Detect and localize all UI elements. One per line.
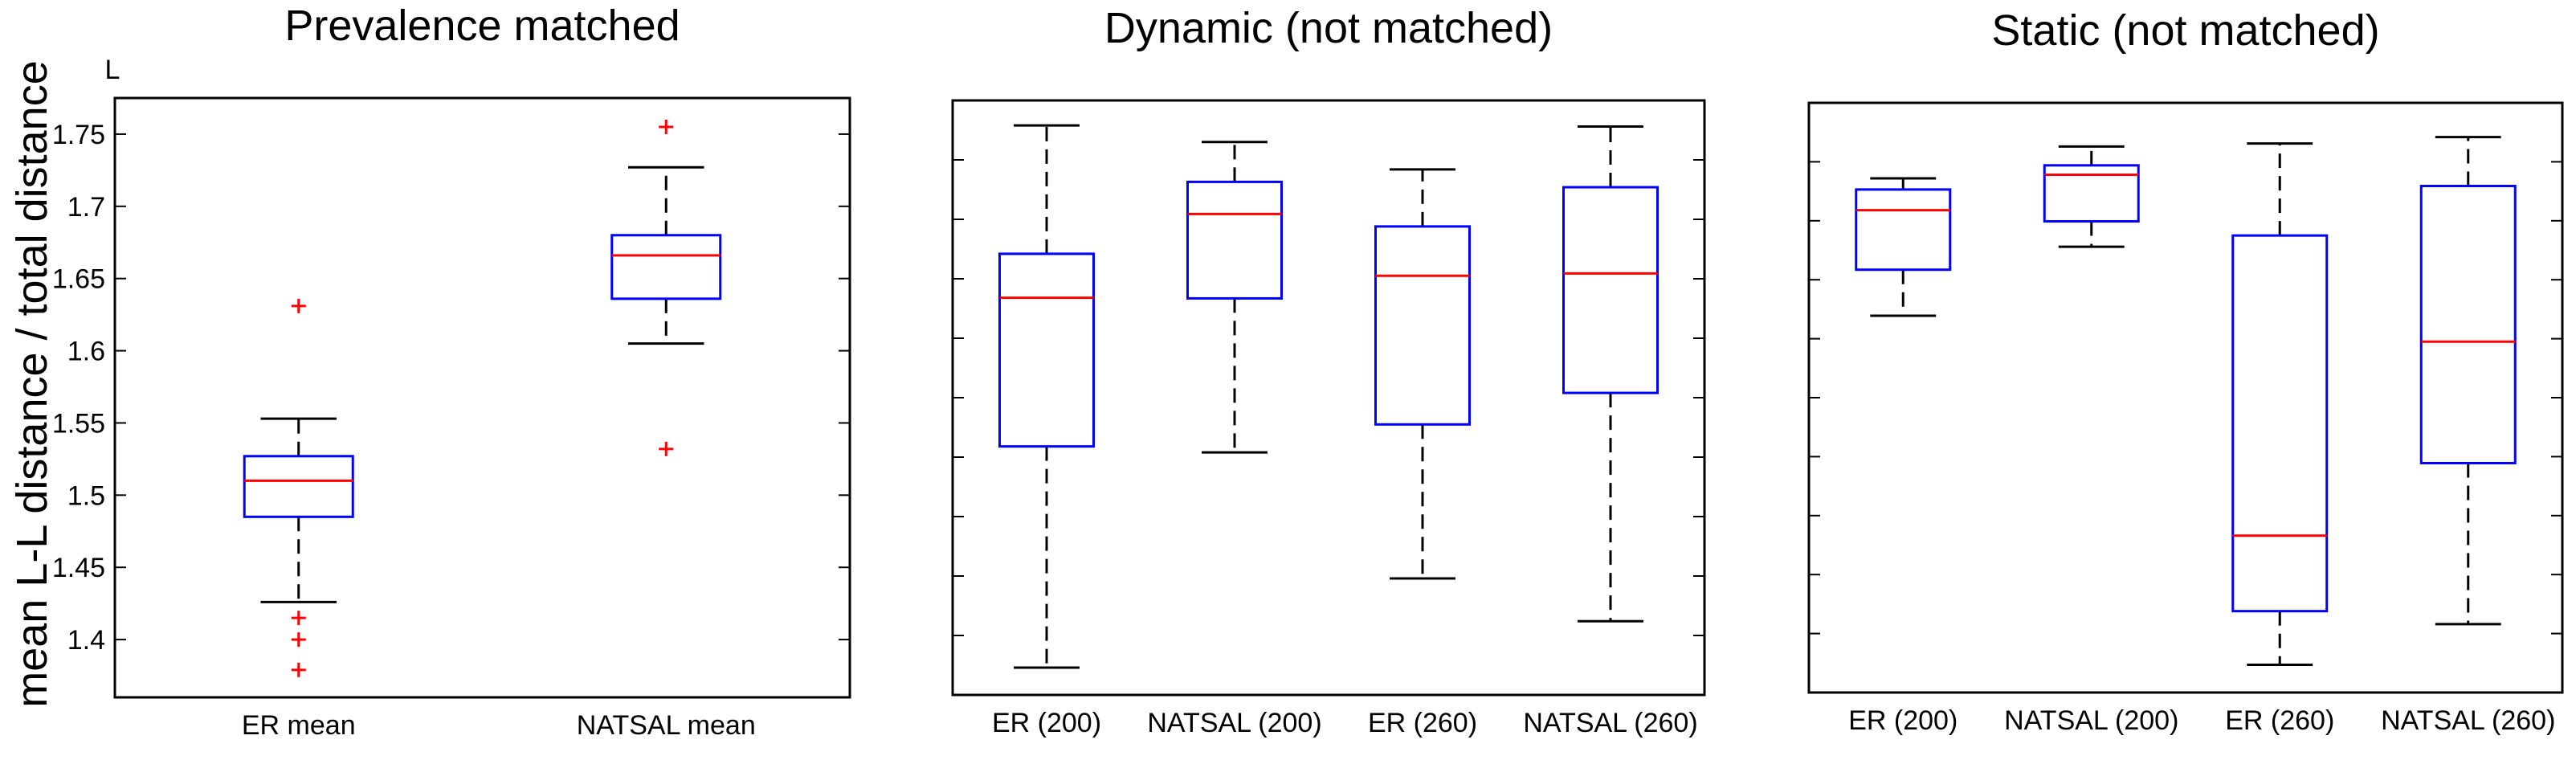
panel-2: Dynamic (not matched) ER (200) NATSAL (200… [951, 4, 1706, 738]
iqr-box [243, 455, 354, 518]
x-category-label: ER (260) [2225, 705, 2334, 736]
box-er-260- [2231, 142, 2329, 667]
x-category-label: NATSAL (260) [1523, 708, 1697, 738]
x-category-label: NATSAL (260) [2381, 705, 2555, 736]
iqr-box [998, 252, 1095, 448]
y-tick-label: 1.7 [67, 192, 105, 223]
axes-frame [113, 96, 851, 699]
panel-title: Prevalence matched [284, 2, 680, 50]
iqr-box [1186, 180, 1283, 300]
outlier-marker [659, 119, 674, 134]
x-category-label: ER mean [242, 710, 356, 741]
y-tick-label: 1.55 [52, 408, 105, 439]
outlier-marker [659, 441, 674, 456]
panel-title: Static (not matched) [1991, 6, 2379, 55]
x-category-label: NATSAL (200) [2004, 705, 2178, 736]
outlier-marker [291, 611, 306, 626]
x-category-label: ER (260) [1368, 708, 1477, 738]
iqr-box [1374, 225, 1471, 426]
iqr-box [2231, 234, 2329, 613]
iqr-box [2419, 184, 2517, 464]
box-natsal-260- [1562, 125, 1659, 623]
y-axis-label: mean L-L distance / total distance [8, 60, 56, 707]
iqr-box [1562, 186, 1659, 394]
box-er-200- [998, 124, 1095, 669]
y-tick-label: 1.5 [67, 480, 105, 511]
outlier-marker [291, 298, 306, 313]
box-natsal-mean [610, 119, 722, 456]
panel-3: Static (not matched) ER (200) NATSAL (200)… [1807, 6, 2564, 736]
chart-panels: Prevalence matched 1.4 1.45 1.5 1.55 1.6 1.65 1… [52, 2, 2564, 741]
iqr-box [610, 234, 722, 300]
iqr-box [1855, 188, 1952, 272]
panel-1: Prevalence matched 1.4 1.45 1.5 1.55 1.6 1.65 1… [52, 2, 851, 741]
box-er-mean [243, 298, 354, 677]
y-tick-label: 1.75 [52, 120, 105, 150]
y-tick-label: 1.4 [67, 625, 105, 656]
corner-label: L [105, 55, 120, 85]
box-natsal-260- [2419, 136, 2517, 626]
y-tick-label: 1.45 [52, 553, 105, 583]
box-natsal-200- [2043, 145, 2140, 248]
x-category-label: NATSAL mean [577, 710, 756, 741]
y-tick-label: 1.65 [52, 264, 105, 295]
x-category-label: NATSAL (200) [1147, 708, 1321, 738]
outlier-marker [291, 662, 306, 677]
panel-title: Dynamic (not matched) [1104, 4, 1553, 52]
box-er-260- [1374, 168, 1471, 580]
box-natsal-200- [1186, 141, 1283, 454]
y-tick-label: 1.6 [67, 337, 105, 367]
box-er-200- [1855, 177, 1952, 317]
x-category-label: ER (200) [992, 708, 1101, 738]
outlier-marker [291, 632, 306, 648]
x-category-label: ER (200) [1848, 705, 1958, 736]
